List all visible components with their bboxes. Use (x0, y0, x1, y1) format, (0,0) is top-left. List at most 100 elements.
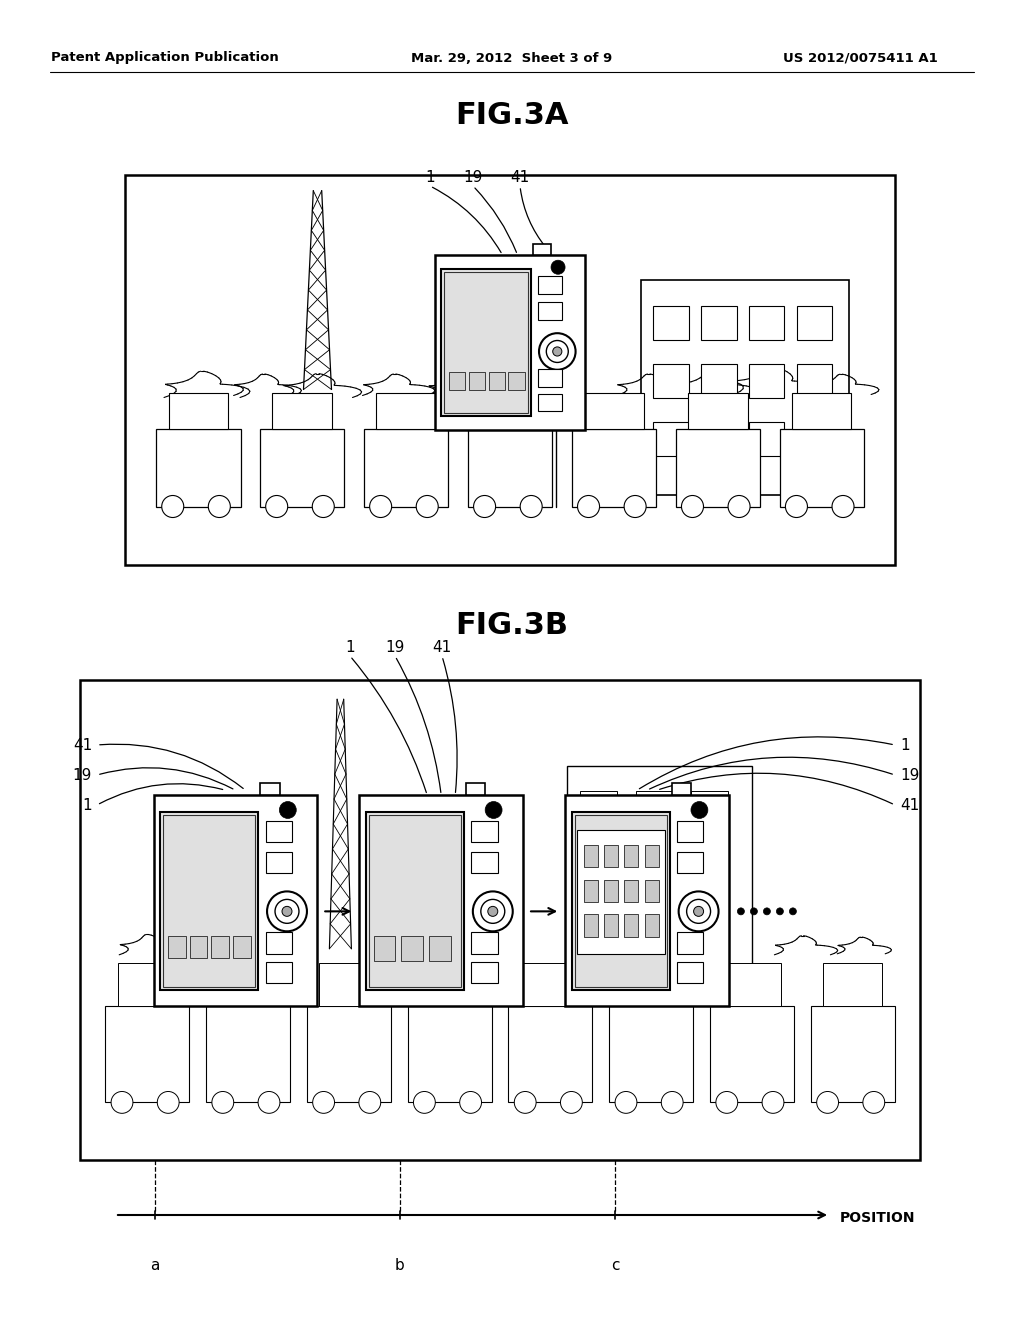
Circle shape (416, 495, 438, 517)
Circle shape (833, 495, 854, 517)
Circle shape (208, 495, 230, 517)
Bar (641, 280, 849, 495)
Bar (571, 429, 656, 507)
Bar (260, 783, 280, 795)
Bar (444, 272, 528, 413)
Bar (364, 429, 449, 507)
Bar (272, 393, 332, 429)
Bar (584, 879, 598, 902)
Bar (622, 964, 681, 1006)
Bar (471, 853, 498, 874)
Bar (401, 936, 423, 961)
Bar (265, 853, 292, 874)
Circle shape (716, 1092, 737, 1113)
Bar (163, 814, 255, 986)
Bar (749, 364, 784, 399)
Circle shape (547, 341, 568, 363)
Circle shape (280, 801, 296, 818)
Bar (441, 269, 531, 416)
Bar (206, 1006, 290, 1102)
Bar (232, 936, 251, 957)
Circle shape (414, 1092, 435, 1113)
Circle shape (662, 1092, 683, 1113)
Circle shape (551, 260, 565, 275)
Bar (581, 847, 617, 882)
Circle shape (473, 891, 513, 932)
Bar (468, 429, 552, 507)
Circle shape (790, 908, 797, 915)
Circle shape (728, 495, 751, 517)
Bar (604, 915, 618, 937)
Bar (584, 915, 598, 937)
Bar (105, 1006, 189, 1102)
Bar (538, 276, 561, 293)
Bar (508, 372, 524, 389)
Bar (677, 821, 703, 842)
Bar (471, 932, 498, 953)
Text: FIG.3A: FIG.3A (456, 100, 568, 129)
Bar (508, 1006, 593, 1102)
Bar (677, 932, 703, 953)
Circle shape (751, 908, 758, 915)
Bar (636, 903, 673, 937)
Circle shape (520, 495, 542, 517)
Bar (408, 1006, 492, 1102)
Bar (749, 306, 784, 341)
Bar (169, 393, 227, 429)
Bar (636, 791, 673, 825)
Bar (538, 393, 561, 411)
Circle shape (275, 899, 299, 923)
Bar (710, 1006, 794, 1102)
Circle shape (560, 1092, 583, 1113)
Text: 1: 1 (900, 738, 909, 752)
Bar (538, 302, 561, 319)
Bar (653, 364, 689, 399)
Bar (156, 429, 241, 507)
Bar (625, 879, 639, 902)
Bar (691, 847, 728, 882)
Circle shape (785, 495, 808, 517)
Circle shape (265, 495, 288, 517)
Bar (691, 903, 728, 937)
Circle shape (267, 891, 307, 932)
Circle shape (473, 495, 496, 517)
Bar (521, 964, 580, 1006)
Circle shape (487, 907, 498, 916)
Bar (265, 821, 292, 842)
Circle shape (553, 347, 562, 356)
Text: a: a (151, 1258, 160, 1272)
Bar (653, 422, 689, 457)
Bar (604, 879, 618, 902)
Bar (265, 932, 292, 953)
Circle shape (460, 1092, 481, 1113)
Bar (779, 429, 864, 507)
Bar (471, 821, 498, 842)
Circle shape (693, 907, 703, 916)
Circle shape (358, 1092, 381, 1113)
Bar (823, 964, 883, 1006)
Text: 41: 41 (900, 797, 920, 813)
Circle shape (682, 495, 703, 517)
Bar (307, 1006, 391, 1102)
Bar (160, 812, 258, 990)
Bar (604, 845, 618, 867)
Bar (211, 936, 229, 957)
Circle shape (212, 1092, 233, 1113)
Bar (260, 429, 344, 507)
Circle shape (312, 495, 334, 517)
Bar (581, 791, 617, 825)
Bar (189, 936, 208, 957)
Text: 19: 19 (73, 767, 92, 783)
Bar (265, 962, 292, 983)
Circle shape (863, 1092, 885, 1113)
Text: b: b (395, 1258, 404, 1272)
Text: 1: 1 (425, 170, 435, 186)
Text: Mar. 29, 2012  Sheet 3 of 9: Mar. 29, 2012 Sheet 3 of 9 (412, 51, 612, 65)
Text: 19: 19 (463, 170, 482, 186)
Circle shape (776, 908, 783, 915)
Circle shape (687, 899, 711, 923)
Bar (797, 422, 833, 457)
Bar (811, 1006, 895, 1102)
Circle shape (258, 1092, 280, 1113)
Circle shape (481, 899, 505, 923)
